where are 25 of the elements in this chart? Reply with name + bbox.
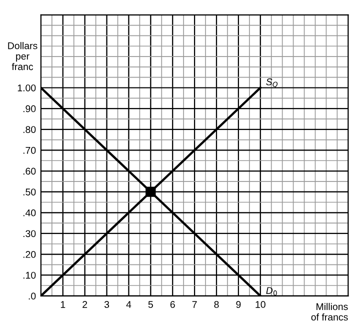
y-tick-label: .90 <box>23 105 36 112</box>
y-tick-label: 1.00 <box>18 84 36 92</box>
x-tick-label: 2 <box>82 301 88 308</box>
x-tick-label: 4 <box>126 301 132 308</box>
x-tick-label: 5 <box>148 301 153 308</box>
y-tick-label: .30 <box>23 230 36 238</box>
y-tick-label: .80 <box>23 126 36 134</box>
y-axis-title: Dollars per franc <box>8 42 38 70</box>
x-tick-label: 3 <box>104 301 110 308</box>
series-label: D$_{0}$ <box>266 287 277 296</box>
x-tick-label: 9 <box>236 301 241 308</box>
y-tick-label: .70 <box>23 146 36 154</box>
y-tick-label: .60 <box>23 168 36 175</box>
y-tick-label: .40 <box>23 209 36 216</box>
y-tick-label: .10 <box>23 272 36 279</box>
series-label: S$_{Q}$ <box>266 78 278 88</box>
x-tick-label: 6 <box>170 301 175 308</box>
y-tick-label: .0 <box>28 292 36 300</box>
y-tick-label: .50 <box>23 188 36 196</box>
x-tick-label: 8 <box>214 301 219 308</box>
y-tick-label: .20 <box>23 251 36 258</box>
x-tick-label: 7 <box>192 301 197 308</box>
x-tick-label: 10 <box>256 301 266 308</box>
x-axis-title: Millions of francs <box>311 302 348 321</box>
x-tick-label: 1 <box>60 301 66 308</box>
